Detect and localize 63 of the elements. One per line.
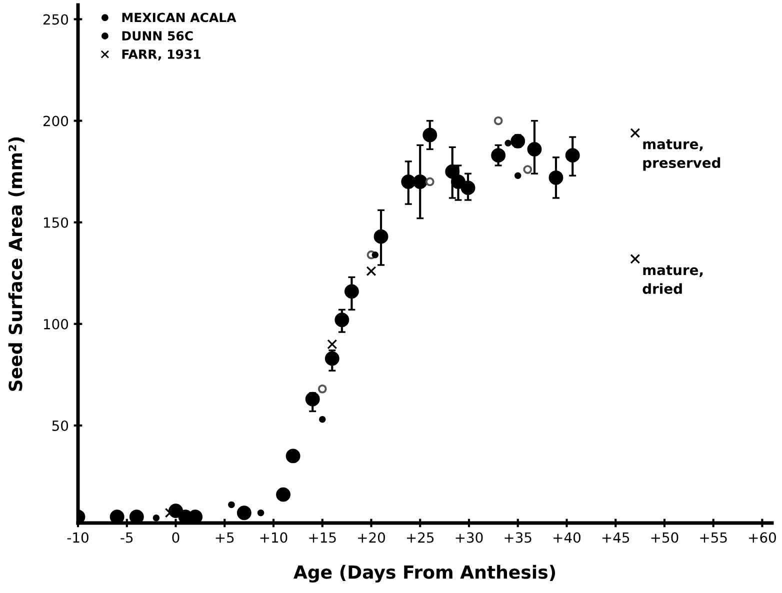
x-axis-title: Age (Days From Anthesis) — [294, 564, 556, 583]
point — [236, 506, 252, 520]
x-tick-label: +5 — [216, 532, 234, 543]
x-tick-label: +55 — [700, 532, 727, 543]
point — [630, 128, 640, 138]
point — [565, 148, 580, 163]
point — [305, 392, 320, 406]
point — [318, 416, 326, 423]
y-tick-label: 150 — [44, 217, 68, 228]
annotation: mature, dried — [642, 265, 703, 294]
point — [527, 142, 542, 156]
x-tick-label: +50 — [651, 532, 678, 543]
legend-label: FARR, 1931 — [122, 49, 200, 60]
x-tick-label: +45 — [602, 532, 630, 543]
point — [491, 148, 506, 163]
point — [344, 284, 359, 299]
annotation: mature, preserved — [643, 139, 720, 171]
point — [228, 501, 235, 508]
point — [110, 510, 124, 523]
point — [460, 180, 476, 196]
point — [451, 174, 466, 189]
point — [257, 509, 264, 516]
point — [630, 254, 640, 264]
point — [401, 174, 416, 189]
point — [504, 140, 512, 147]
point — [188, 510, 203, 523]
point — [510, 134, 526, 148]
x-tick-label: +35 — [504, 532, 532, 543]
point — [334, 312, 350, 328]
point — [445, 164, 460, 179]
point — [523, 165, 532, 174]
point — [324, 351, 340, 366]
y-axis-title: Seed Surface Area (mm²) — [8, 137, 24, 391]
point — [412, 174, 428, 189]
y-tick-label: 100 — [44, 318, 68, 330]
point — [372, 251, 379, 258]
x-tick-label: +10 — [260, 532, 288, 543]
point — [548, 170, 564, 185]
point — [425, 177, 434, 186]
point — [286, 448, 300, 464]
point — [494, 116, 503, 126]
x-tick-label: +15 — [309, 532, 336, 543]
y-tick-label: 50 — [52, 420, 68, 431]
point — [374, 229, 388, 244]
x-tick-label: +25 — [406, 532, 434, 543]
x-tick-label: -10 — [67, 532, 88, 543]
point — [422, 128, 438, 142]
point — [318, 384, 327, 394]
legend-label: MEXICAN ACALA — [122, 12, 236, 22]
point — [152, 514, 160, 522]
x-tick-label: 0 — [172, 532, 180, 543]
point — [276, 487, 290, 502]
y-tick-label: 250 — [43, 14, 68, 25]
x-tick-label: +30 — [456, 532, 483, 543]
y-tick-label: 200 — [43, 116, 68, 126]
x-tick-label: +40 — [554, 532, 580, 543]
x-tick-label: +20 — [358, 532, 385, 543]
x-tick-label: +60 — [749, 532, 776, 543]
x-tick-label: -5 — [120, 532, 133, 543]
legend-label: DUNN 56C — [122, 31, 193, 41]
point — [514, 172, 522, 180]
point — [366, 266, 376, 276]
point — [129, 510, 144, 523]
